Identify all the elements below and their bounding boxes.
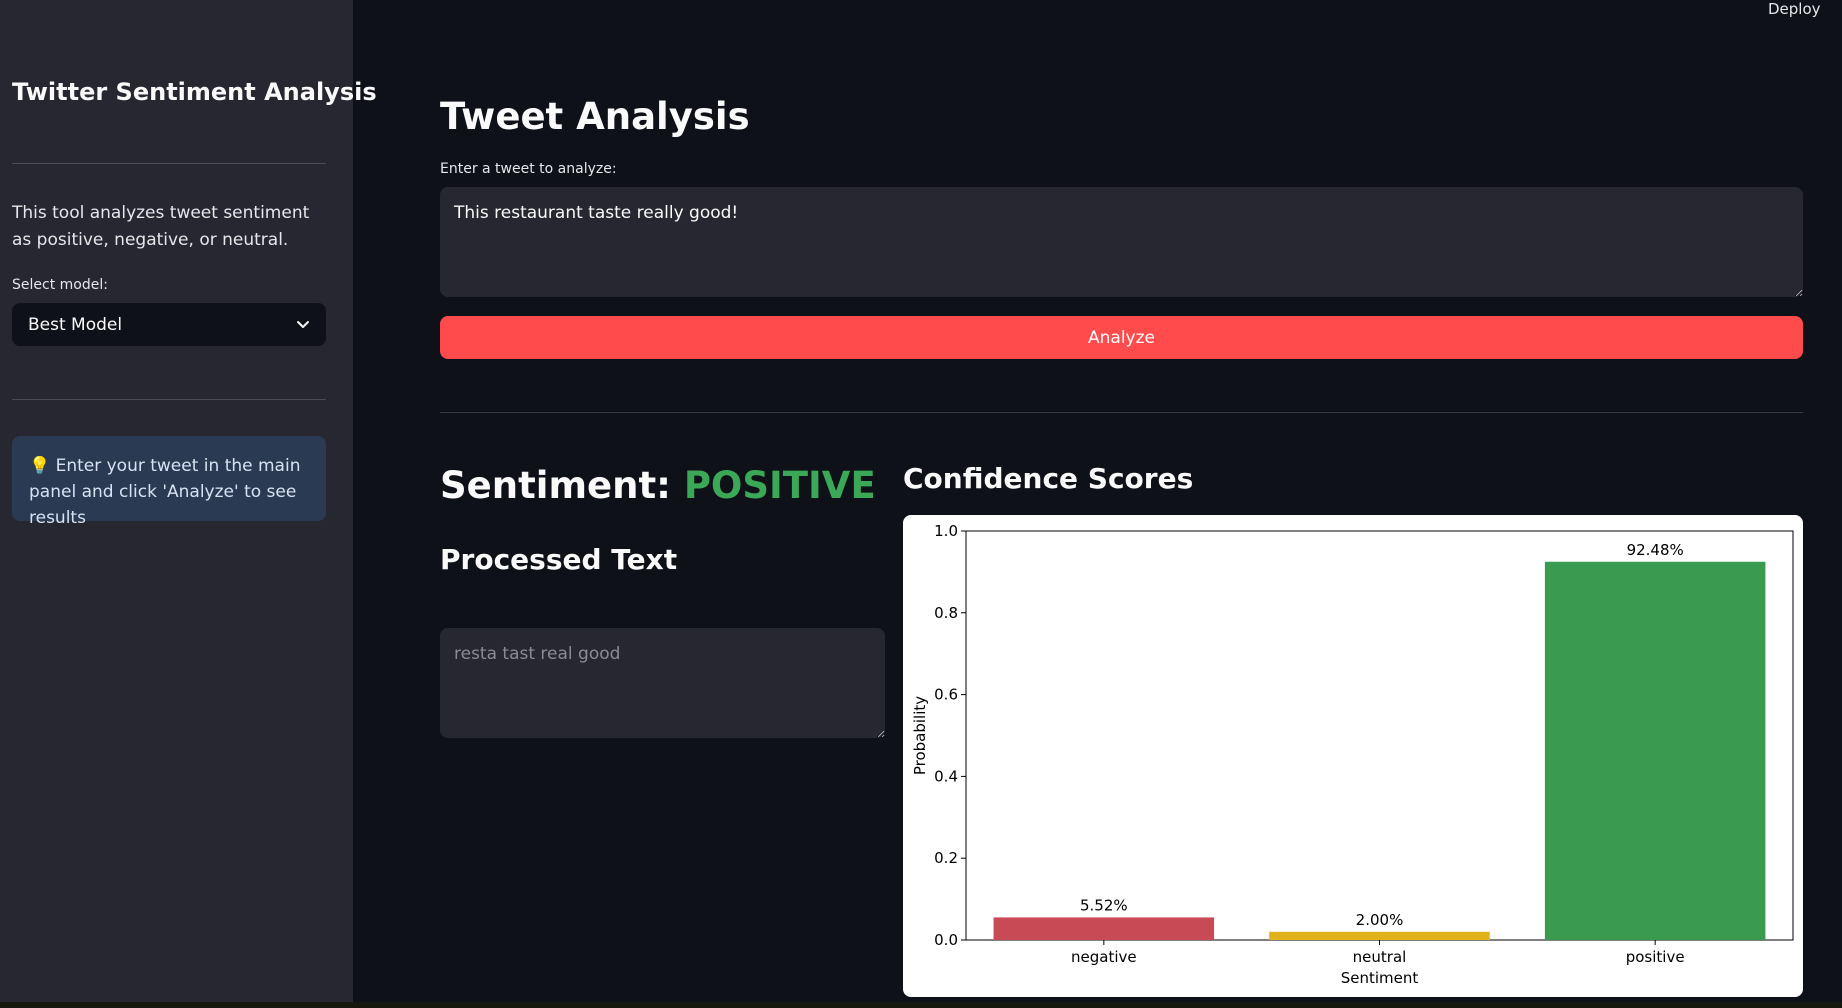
confidence-chart: 0.0 0.2 0.4 0.6 0.8 1.0 5.52% negative 2.00% neut… (903, 515, 1803, 997)
chart-svg: 0.0 0.2 0.4 0.6 0.8 1.0 5.52% negative 2.00% neut… (911, 522, 1794, 987)
data-label-neutral: 2.00% (1356, 911, 1404, 929)
processed-text-title: Processed Text (440, 543, 678, 576)
x-tick-label-positive: positive (1626, 948, 1685, 966)
processed-text-area[interactable]: resta tast real good (440, 628, 885, 738)
sentiment-value: POSITIVE (683, 464, 876, 507)
sidebar: Twitter Sentiment Analysis This tool ana… (0, 0, 377, 1002)
analyze-button[interactable]: Analyze (440, 316, 1803, 359)
sentiment-prefix: Sentiment: (440, 464, 684, 507)
tweet-input[interactable]: This restaurant taste really good! (440, 187, 1803, 297)
model-select-value: Best Model (28, 314, 123, 335)
sentiment-heading: Sentiment: POSITIVE (440, 464, 876, 507)
chevron-down-icon (296, 315, 310, 334)
sidebar-divider (12, 163, 326, 164)
lightbulb-icon: 💡 (29, 456, 51, 476)
chart-marks: 0.0 0.2 0.4 0.6 0.8 1.0 5.52% negative 2.00% neut… (911, 522, 1794, 987)
confidence-title: Confidence Scores (903, 462, 1194, 495)
bar-positive (1544, 561, 1766, 940)
bottom-strip (0, 1002, 1842, 1008)
x-axis-label: Sentiment (1341, 969, 1419, 987)
x-tick-label-negative: negative (1071, 948, 1137, 966)
info-text: Enter your tweet in the main panel and c… (29, 456, 301, 528)
sidebar-title: Twitter Sentiment Analysis (12, 78, 377, 106)
model-select-label: Select model: (12, 277, 108, 293)
y-tick-label: 0.6 (934, 686, 958, 704)
model-select[interactable]: Best Model (12, 303, 326, 346)
sidebar-divider (12, 399, 326, 400)
data-label-positive: 92.48% (1627, 541, 1684, 559)
tweet-input-label: Enter a tweet to analyze: (440, 161, 617, 177)
y-tick-label: 0.4 (934, 767, 958, 785)
y-tick-label: 0.0 (934, 931, 958, 949)
x-tick-label-neutral: neutral (1353, 948, 1407, 966)
y-axis-label: Probability (911, 696, 929, 775)
bar-negative (993, 917, 1215, 940)
page-title: Tweet Analysis (440, 95, 750, 138)
section-divider (440, 412, 1803, 413)
info-box: 💡 Enter your tweet in the main panel and… (12, 436, 326, 528)
y-tick-label: 1.0 (934, 522, 958, 540)
deploy-button[interactable]: Deploy (1768, 0, 1821, 18)
y-tick-label: 0.2 (934, 849, 958, 867)
bar-neutral (1269, 931, 1490, 940)
sidebar-description: This tool analyzes tweet sentiment as po… (12, 203, 310, 250)
y-tick-label: 0.8 (934, 604, 958, 622)
data-label-negative: 5.52% (1080, 896, 1128, 914)
